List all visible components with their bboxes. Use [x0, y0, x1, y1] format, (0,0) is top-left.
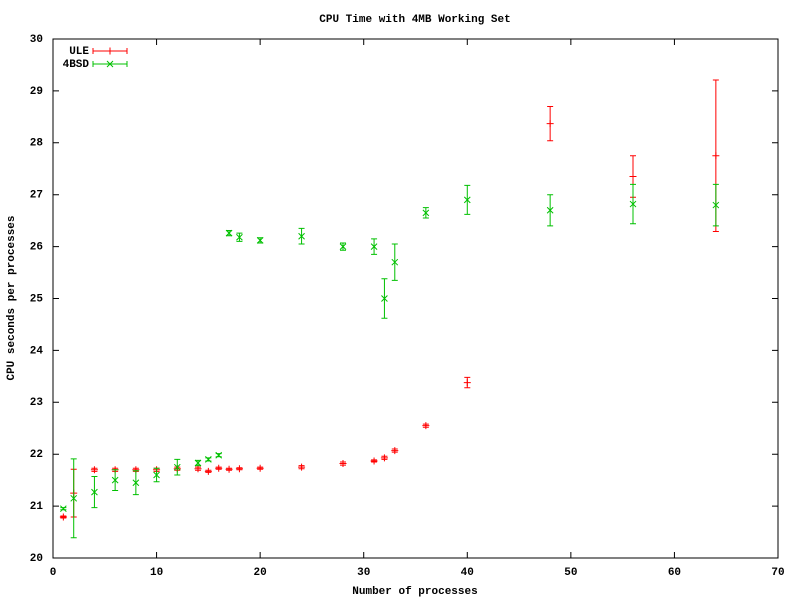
plot-frame	[52, 38, 779, 559]
point-marker	[370, 457, 378, 465]
point-marker	[225, 465, 233, 473]
chart-title: CPU Time with 4MB Working Set	[319, 14, 510, 26]
x-axis-label: Number of processes	[352, 586, 477, 598]
point-marker	[204, 467, 212, 475]
point-marker	[422, 422, 430, 430]
legend-sample	[92, 60, 128, 68]
point-marker	[391, 258, 399, 266]
point-marker	[205, 456, 212, 463]
point-marker	[298, 463, 306, 471]
y-tick-label: 27	[30, 190, 43, 202]
y-tick-label: 24	[30, 345, 44, 357]
y-tick-label: 30	[30, 34, 43, 46]
y-tick-label: 22	[30, 449, 43, 461]
x-tick-label: 50	[564, 567, 577, 579]
point-marker	[111, 476, 119, 484]
point-marker	[90, 466, 98, 474]
point-marker	[370, 243, 378, 250]
y-tick-label: 29	[30, 86, 43, 98]
y-tick-label: 21	[30, 501, 44, 513]
legend-sample	[92, 47, 128, 55]
point-marker	[391, 447, 399, 455]
legend-label: 4BSD	[63, 59, 90, 71]
point-marker	[132, 479, 140, 487]
y-tick-label: 28	[30, 138, 44, 150]
point-marker	[153, 471, 160, 479]
legend-label: ULE	[69, 46, 89, 58]
point-marker	[225, 229, 233, 237]
point-marker	[173, 463, 181, 471]
y-tick-label: 26	[30, 242, 43, 254]
point-marker	[256, 237, 264, 244]
point-marker	[60, 505, 67, 513]
point-marker	[236, 233, 243, 241]
x-tick-label: 30	[357, 567, 370, 579]
point-marker	[629, 200, 637, 208]
y-tick-label: 20	[30, 553, 43, 565]
point-marker	[629, 173, 637, 181]
point-marker	[298, 232, 305, 240]
x-tick-label: 0	[50, 567, 57, 579]
point-marker	[235, 465, 243, 473]
point-marker	[91, 488, 98, 496]
point-marker	[463, 196, 471, 204]
point-marker	[422, 209, 430, 217]
point-marker	[546, 206, 554, 214]
point-marker	[712, 152, 720, 160]
x-tick-label: 40	[461, 567, 474, 579]
point-marker	[463, 379, 471, 387]
y-tick-label: 23	[30, 397, 44, 409]
y-tick-label: 25	[30, 293, 44, 305]
point-marker	[256, 464, 264, 472]
point-marker	[546, 120, 554, 128]
point-marker	[712, 201, 720, 209]
point-marker	[215, 464, 223, 472]
point-marker	[339, 460, 347, 468]
point-marker	[59, 513, 67, 521]
point-marker	[194, 459, 202, 467]
point-marker	[380, 454, 388, 462]
x-tick-label: 60	[668, 567, 681, 579]
point-marker	[381, 295, 388, 302]
point-marker	[215, 451, 223, 459]
x-tick-label: 70	[771, 567, 784, 579]
point-marker	[194, 465, 202, 473]
y-axis-label: CPU seconds per processes	[6, 215, 18, 380]
point-marker	[70, 494, 78, 502]
x-tick-label: 20	[254, 567, 267, 579]
point-marker	[339, 243, 347, 250]
x-tick-label: 10	[150, 567, 163, 579]
